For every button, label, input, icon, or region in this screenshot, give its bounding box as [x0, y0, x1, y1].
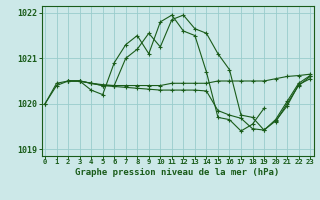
X-axis label: Graphe pression niveau de la mer (hPa): Graphe pression niveau de la mer (hPa) [76, 168, 280, 177]
